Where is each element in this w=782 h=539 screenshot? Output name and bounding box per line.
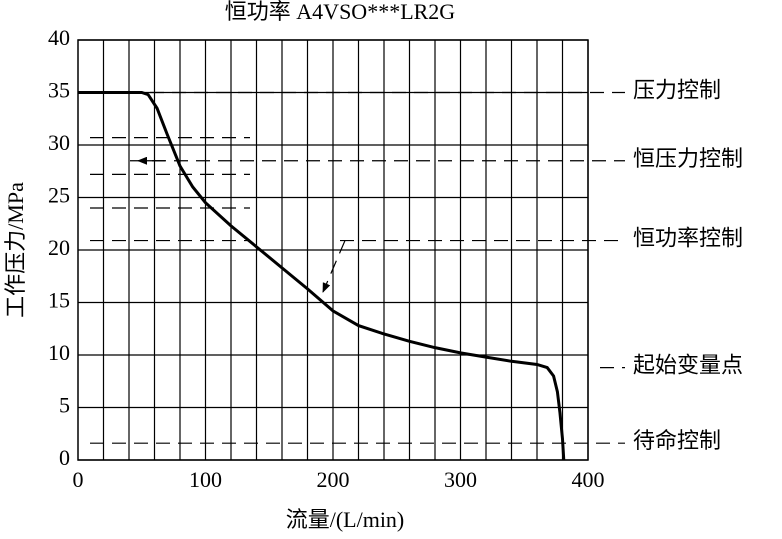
y-tick-label: 15 [48, 288, 70, 313]
annotation-label: 恒功率控制 [633, 226, 743, 251]
y-tick-label: 30 [48, 130, 70, 155]
annotation-label: 恒压力控制 [633, 146, 743, 171]
y-tick-label: 40 [48, 25, 70, 50]
chart-title: 恒功率 A4VSO***LR2G [225, 0, 456, 24]
annotation-label: 压力控制 [633, 78, 721, 103]
y-tick-label: 0 [59, 445, 70, 470]
y-axis-label: 工作压力/MPa [3, 182, 28, 318]
annotation-arrow [322, 240, 346, 293]
x-tick-label: 400 [572, 467, 605, 492]
curve [78, 91, 566, 461]
y-tick-label: 10 [48, 340, 70, 365]
y-tick-label: 35 [48, 78, 70, 103]
y-tick-label: 5 [59, 393, 70, 418]
annotation-label: 待命控制 [633, 428, 721, 453]
x-tick-label: 100 [189, 467, 222, 492]
x-tick-label: 300 [444, 467, 477, 492]
x-tick-label: 0 [73, 467, 84, 492]
x-axis-label: 流量/(L/min) [286, 507, 405, 532]
y-tick-label: 25 [48, 183, 70, 208]
x-tick-label: 200 [317, 467, 350, 492]
y-tick-label: 20 [48, 235, 70, 260]
annotation-label: 起始变量点 [633, 353, 743, 378]
